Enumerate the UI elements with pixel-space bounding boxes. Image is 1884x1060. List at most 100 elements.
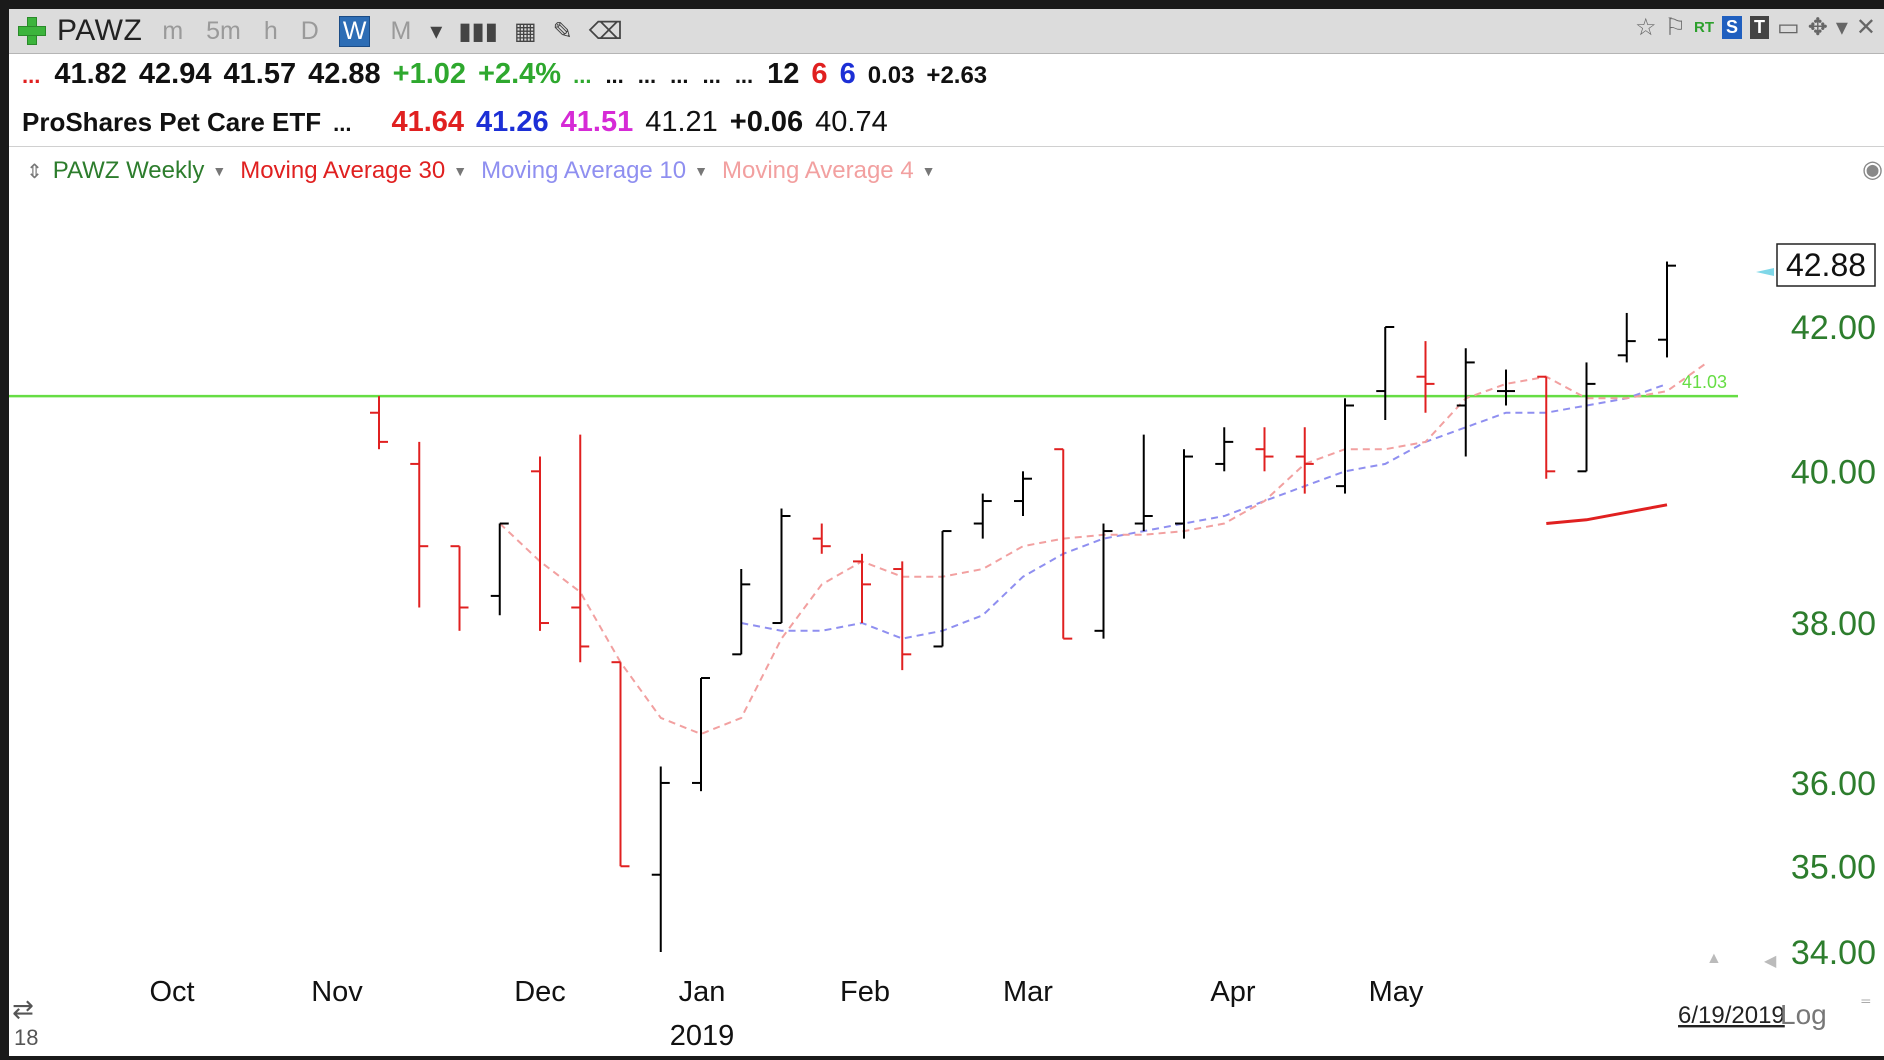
legend-ma30-label: Moving Average 30 [240, 157, 446, 184]
header-separator [9, 146, 1884, 147]
ohlc-bar [1336, 398, 1354, 494]
swap-icon[interactable]: ⇄ [12, 994, 34, 1024]
x-axis-year-label: 2019 [670, 1020, 735, 1052]
y-axis-tick-label: 38.00 [1791, 605, 1876, 643]
info-row: ProShares Pet Care ETF ... 41.64 41.26 4… [22, 106, 900, 142]
scroll-left-icon[interactable]: ◀ [1764, 953, 1777, 970]
info-value-5: +0.06 [729, 106, 804, 138]
pencil-icon[interactable]: ✎ [552, 17, 573, 45]
t-badge[interactable]: T [1750, 16, 1770, 39]
timeframe-daily[interactable]: D [300, 16, 319, 45]
log-scale-label[interactable]: Log [1780, 999, 1827, 1030]
toolbar-right-group: ☆ ⚐ RT S T ▭ ✥ ▾ ✕ [1635, 13, 1876, 42]
symbol-label[interactable]: PAWZ [57, 14, 143, 47]
ohlc-bar [1577, 362, 1596, 473]
chart-legend: ⇕ PAWZ Weekly ▼ Moving Average 30 ▼ Movi… [26, 154, 950, 188]
moving-average-10-line [741, 382, 1668, 640]
ohlc-bar [571, 434, 590, 663]
flag-icon[interactable]: ⚐ [1664, 14, 1687, 41]
ohlc-bar [1014, 471, 1032, 517]
x-axis-month-label: Mar [1003, 976, 1053, 1008]
legend-ma4[interactable]: Moving Average 4 ▼ [722, 157, 936, 185]
quote-dot-field: ... [702, 63, 721, 88]
x-axis-month-label: Apr [1210, 976, 1255, 1008]
quote-low: 41.57 [223, 58, 297, 90]
y-axis-tick-label: 40.00 [1791, 453, 1876, 491]
s-badge[interactable]: S [1722, 16, 1743, 39]
corner-label: 18 [14, 1025, 38, 1050]
quote-count-b: 6 [811, 58, 828, 90]
x-axis-month-label: Oct [149, 976, 194, 1008]
close-icon[interactable]: ✕ [1855, 14, 1876, 41]
move-icon[interactable]: ✥ [1807, 14, 1828, 41]
last-price-label: 42.88 [1786, 247, 1866, 283]
legend-ma4-label: Moving Average 4 [721, 157, 914, 184]
timeframe-weekly[interactable]: W [338, 15, 371, 47]
eraser-icon[interactable]: ⌫ [588, 17, 623, 45]
ohlc-bar [1456, 348, 1475, 457]
info-value-3: 41.51 [560, 106, 634, 138]
quote-high: 42.94 [138, 58, 212, 90]
ohlc-bars-group [370, 261, 1676, 952]
ohlc-bar [1175, 449, 1193, 539]
quote-dot-field: ... [670, 63, 689, 88]
ohlc-bar [973, 493, 992, 539]
add-symbol-icon[interactable] [17, 16, 47, 46]
ohlc-bar [893, 561, 912, 671]
ohlc-bar [1497, 369, 1515, 406]
x-axis-month-label: Nov [311, 976, 363, 1008]
y-axis-tick-label: 36.00 [1791, 765, 1876, 803]
caret-down-icon[interactable]: ▼ [453, 163, 468, 179]
x-axis-month-label: Dec [514, 976, 566, 1008]
quote-dot-field: ... [573, 63, 592, 88]
timeframe-5min[interactable]: 5m [206, 16, 241, 45]
x-axis-month-label: Feb [840, 976, 890, 1008]
quote-lead-dots: ... [22, 63, 41, 88]
info-value-2: 41.26 [476, 106, 549, 138]
legend-series[interactable]: PAWZ Weekly ▼ [53, 157, 226, 185]
ohlc-bar [1094, 523, 1113, 639]
timeframe-dropdown-icon[interactable]: ▾ [430, 17, 443, 45]
ohlc-bar [1054, 448, 1073, 640]
ohlc-bar [611, 661, 630, 868]
updown-arrow-icon[interactable]: ⇕ [26, 160, 43, 183]
ohlc-bar [1134, 434, 1153, 532]
resize-icon[interactable]: ⁼ [1860, 992, 1872, 1017]
grid-icon[interactable]: ▦ [513, 17, 537, 45]
quote-count-c: 6 [839, 58, 856, 90]
star-icon[interactable]: ☆ [1635, 14, 1657, 41]
realtime-badge[interactable]: RT [1694, 19, 1715, 36]
ohlc-bar [853, 553, 871, 624]
ohlc-bar [1617, 312, 1636, 363]
legend-ma10[interactable]: Moving Average 10 ▼ [481, 157, 708, 185]
quote-change-pct: +2.4% [478, 58, 562, 90]
window-top-border [0, 0, 1884, 9]
timeframe-minute[interactable]: m [162, 16, 184, 45]
y-axis-tick-label: 35.00 [1791, 848, 1876, 886]
caret-down-icon[interactable]: ▼ [921, 163, 936, 179]
ohlc-bar [1255, 427, 1274, 472]
save-icon[interactable]: ▭ [1777, 14, 1800, 41]
scroll-up-icon[interactable]: ▲ [1706, 950, 1722, 967]
y-axis-tick-label: 34.00 [1791, 934, 1876, 972]
last-price-pointer [1756, 268, 1774, 276]
date-label[interactable]: 6/19/2019 [1678, 1002, 1785, 1029]
timeframe-hour[interactable]: h [263, 16, 278, 45]
quote-open: 41.82 [54, 58, 127, 90]
caret-down-icon[interactable]: ▼ [212, 163, 227, 179]
menu-dropdown-icon[interactable]: ▾ [1835, 14, 1848, 41]
ohlc-bar [1376, 326, 1395, 420]
fund-name: ProShares Pet Care ETF [22, 107, 322, 137]
legend-ma10-label: Moving Average 10 [481, 157, 687, 184]
legend-ma30[interactable]: Moving Average 30 ▼ [240, 157, 467, 185]
timeframe-monthly[interactable]: M [390, 16, 412, 45]
bar-style-icon[interactable]: ▮▮▮ [458, 17, 498, 45]
caret-down-icon[interactable]: ▼ [694, 163, 708, 179]
quote-small-change: +2.63 [926, 62, 988, 89]
chart-toolbar: PAWZ m 5m h D W M ▾ ▮▮▮ ▦ ✎ ⌫ ☆ ⚐ RT S T… [9, 9, 1884, 54]
moving-average-30-line [1546, 503, 1668, 525]
ohlc-bar [933, 530, 952, 648]
palette-icon[interactable]: ◉ [1862, 156, 1883, 183]
ohlc-bar [450, 545, 469, 631]
